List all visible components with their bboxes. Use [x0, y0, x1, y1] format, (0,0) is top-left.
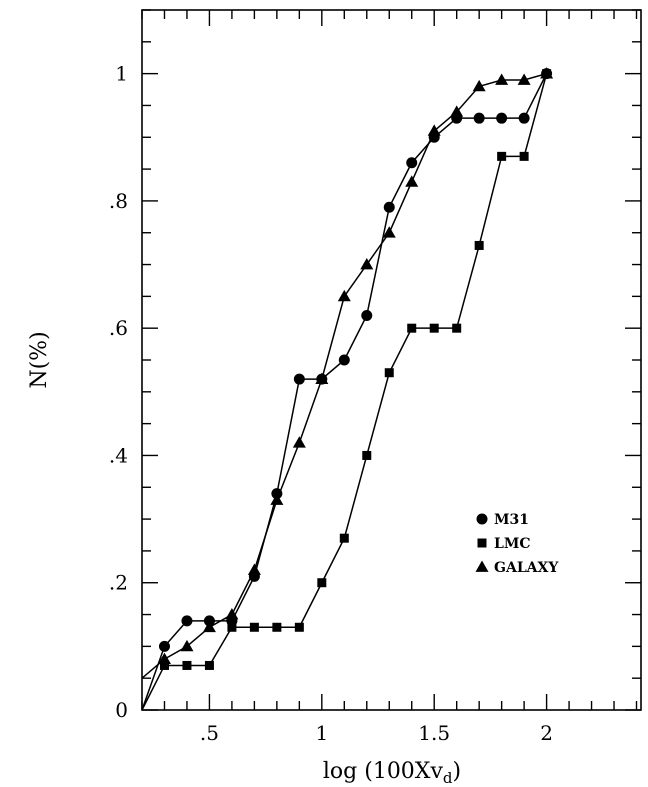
point-galaxy: [472, 79, 486, 92]
point-m31: [383, 201, 395, 213]
point-lmc: [362, 450, 372, 460]
x-tick-label: 1.5: [418, 721, 450, 745]
point-galaxy: [202, 620, 216, 633]
point-m31: [518, 112, 530, 124]
point-galaxy: [225, 608, 239, 620]
point-galaxy: [247, 563, 261, 575]
series-lmc: [141, 69, 552, 711]
legend-label-m31: M31: [494, 512, 529, 528]
point-lmc: [249, 622, 259, 632]
y-tick-label: .4: [109, 443, 128, 467]
point-lmc: [272, 622, 282, 632]
x-axis-title-close: ): [453, 759, 462, 784]
axis-ticks: [141, 9, 641, 711]
point-galaxy: [450, 105, 464, 117]
point-lmc: [452, 323, 462, 333]
y-tick-label: .2: [109, 571, 128, 595]
x-tick-label: .5: [200, 721, 219, 745]
y-axis-title: N(%): [27, 331, 52, 388]
legend-marker-galaxy: [475, 560, 489, 572]
point-galaxy: [517, 73, 531, 85]
y-tick-label: .6: [109, 316, 128, 340]
series-line-lmc: [141, 73, 548, 711]
legend: M31 LMC GALAXY: [475, 512, 559, 576]
legend-marker-lmc: [477, 538, 487, 548]
point-lmc: [429, 323, 439, 333]
x-tick-label: 1: [315, 721, 328, 745]
point-galaxy: [270, 493, 284, 505]
series-galaxy: [141, 67, 554, 679]
point-galaxy: [315, 372, 329, 384]
point-m31: [406, 157, 418, 169]
point-galaxy: [360, 258, 374, 270]
series-m31: [141, 68, 553, 711]
point-m31: [338, 354, 350, 366]
point-m31: [293, 373, 305, 385]
point-galaxy: [337, 289, 351, 302]
x-axis-title-main: log (100Xv: [323, 759, 444, 784]
point-lmc: [317, 578, 327, 588]
point-lmc: [384, 368, 394, 378]
series-line-galaxy: [141, 72, 547, 679]
point-m31: [181, 615, 193, 627]
y-tick-label: .8: [109, 189, 128, 213]
point-lmc: [204, 660, 214, 670]
point-lmc: [294, 622, 304, 632]
point-m31: [361, 309, 373, 321]
point-lmc: [159, 660, 169, 670]
legend-marker-m31: [476, 513, 488, 525]
plot-frame: [141, 9, 642, 711]
point-lmc: [519, 151, 529, 161]
tick-labels: .5 1 1.5 2 0 .2 .4 .6 .8 1: [109, 62, 553, 745]
point-galaxy: [495, 73, 509, 85]
point-galaxy: [292, 436, 306, 448]
point-lmc: [182, 660, 192, 670]
y-tick-label: 1: [115, 62, 128, 86]
point-lmc: [227, 622, 237, 632]
point-m31: [158, 640, 170, 652]
y-tick-label: 0: [115, 698, 128, 722]
point-galaxy: [157, 652, 171, 664]
point-galaxy: [540, 67, 554, 79]
x-tick-label: 2: [540, 721, 553, 745]
point-m31: [473, 112, 485, 124]
x-axis-title: log (100Xvd): [323, 759, 461, 787]
legend-label-lmc: LMC: [494, 536, 530, 552]
point-lmc: [474, 240, 484, 250]
x-axis-title-subscript: d: [443, 769, 453, 787]
series-layer: [141, 67, 554, 711]
legend-label-galaxy: GALAXY: [494, 560, 559, 576]
point-galaxy: [180, 639, 194, 652]
point-lmc: [407, 323, 417, 333]
point-lmc: [497, 151, 507, 161]
point-galaxy: [382, 226, 396, 238]
point-lmc: [339, 533, 349, 543]
point-galaxy: [427, 124, 441, 136]
point-galaxy: [405, 175, 419, 187]
point-m31: [496, 112, 508, 124]
series-line-m31: [141, 73, 548, 711]
